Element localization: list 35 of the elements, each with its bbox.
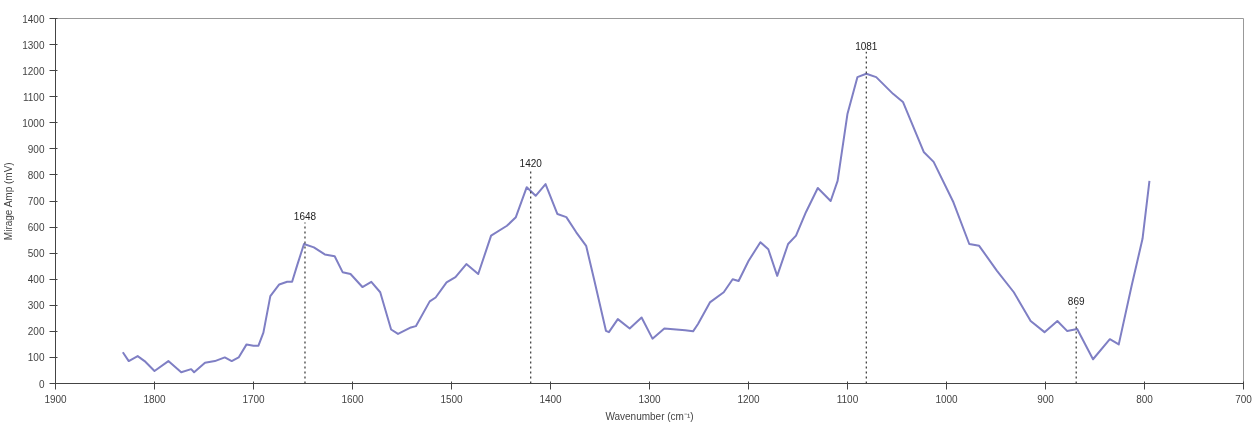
y-tick-label: 100	[27, 352, 45, 364]
ref-line-label: 1420	[519, 158, 543, 170]
y-tick-label: 600	[27, 222, 45, 234]
x-tick-label: 1800	[143, 393, 167, 405]
x-tick-label: 900	[1037, 393, 1055, 405]
y-tick-label: 900	[27, 143, 45, 155]
x-axis-title: Wavenumber (cm⁻¹)	[605, 410, 694, 422]
y-tick-label: 700	[27, 196, 45, 207]
ref-line-label: 1081	[855, 40, 878, 52]
line-series	[121, 72, 1151, 374]
ref-line-label: 869	[1067, 296, 1085, 308]
x-tick-label: 1200	[737, 393, 761, 405]
y-tick-label: 400	[27, 274, 45, 286]
y-tick-label: 0	[38, 378, 45, 390]
x-tick-label: 1700	[242, 393, 266, 405]
y-tick-label: 1200	[22, 65, 45, 77]
x-tick-label: 1900	[44, 393, 68, 405]
x-tick-label: 800	[1136, 393, 1154, 405]
y-tick-label: 500	[27, 248, 45, 260]
y-tick-label: 1000	[22, 117, 45, 129]
y-tick-label: 800	[27, 169, 45, 181]
y-tick-label: 1300	[22, 39, 45, 51]
y-tick-label: 1400	[22, 13, 45, 25]
x-tick-label: 1100	[836, 393, 859, 405]
y-tick-label: 300	[27, 300, 45, 312]
ref-line-label: 1648	[293, 211, 317, 223]
x-tick-label: 1000	[935, 393, 959, 405]
x-tick-label: 1400	[539, 393, 563, 405]
y-axis-title: Mirage Amp (mV)	[3, 162, 15, 241]
x-tick-label: 1300	[638, 393, 662, 405]
y-tick-label: 1100	[23, 91, 45, 103]
y-tick-label: 200	[27, 326, 45, 338]
x-tick-label: 700	[1235, 393, 1253, 405]
x-tick-label: 1600	[341, 393, 365, 405]
x-tick-label: 1500	[440, 393, 464, 405]
